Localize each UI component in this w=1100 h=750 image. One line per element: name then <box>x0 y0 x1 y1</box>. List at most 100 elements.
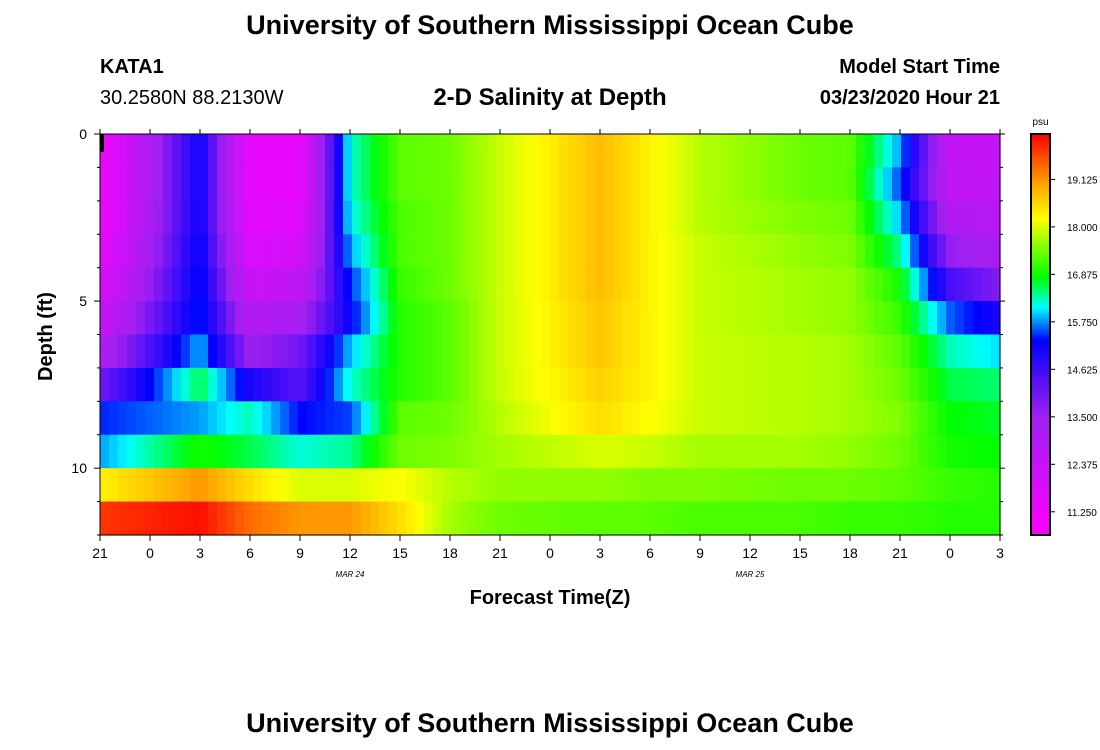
heatmap-cell <box>199 267 209 302</box>
heatmap-cell <box>955 334 965 369</box>
heatmap-cell <box>244 234 254 269</box>
heatmap-cell <box>469 234 479 269</box>
heatmap-cell <box>298 468 308 503</box>
heatmap-cell <box>775 334 785 369</box>
heatmap-cell <box>460 434 470 469</box>
heatmap-cell <box>271 501 281 536</box>
heatmap-cell <box>343 434 353 469</box>
heatmap-cell <box>163 234 173 269</box>
heatmap-cell <box>262 468 272 503</box>
heatmap-cell <box>811 267 821 302</box>
heatmap-cell <box>694 501 704 536</box>
heatmap-cell <box>856 334 866 369</box>
heatmap-cell <box>685 301 695 336</box>
heatmap-cell <box>217 200 227 235</box>
heatmap-cell <box>514 167 524 202</box>
heatmap-cell <box>973 301 983 336</box>
heatmap-cell <box>901 401 911 436</box>
heatmap-cell <box>424 367 434 402</box>
heatmap-cell <box>937 468 947 503</box>
heatmap-cell <box>829 434 839 469</box>
heatmap-cell <box>919 167 929 202</box>
heatmap-cell <box>631 200 641 235</box>
heatmap-cell <box>685 468 695 503</box>
heatmap-cell <box>208 200 218 235</box>
heatmap-cell <box>118 334 128 369</box>
heatmap-cell <box>964 501 974 536</box>
heatmap-cell <box>550 367 560 402</box>
heatmap-cell <box>118 501 128 536</box>
heatmap-cell <box>865 167 875 202</box>
heatmap-cell <box>343 134 353 169</box>
heatmap-cell <box>775 234 785 269</box>
heatmap-cell <box>217 167 227 202</box>
heatmap-cell <box>721 301 731 336</box>
heatmap-cell <box>856 301 866 336</box>
heatmap-cell <box>118 134 128 169</box>
heatmap-cell <box>433 200 443 235</box>
heatmap-cell <box>874 468 884 503</box>
heatmap-cell <box>604 167 614 202</box>
heatmap-cell <box>505 401 515 436</box>
heatmap-cell <box>523 234 533 269</box>
date-label: MAR 24 <box>336 570 365 579</box>
heatmap-cell <box>325 200 335 235</box>
heatmap-cell <box>262 234 272 269</box>
colorbar-tick-label: 14.625 <box>1067 365 1098 376</box>
heatmap-cell <box>199 401 209 436</box>
heatmap-cell <box>874 334 884 369</box>
heatmap-cell <box>919 134 929 169</box>
heatmap-cell <box>847 200 857 235</box>
heatmap-cell <box>109 501 119 536</box>
heatmap-cell <box>406 134 416 169</box>
y-axis: 0 5 10 <box>71 126 1005 536</box>
heatmap-cell <box>388 334 398 369</box>
colorbar-tick-label: 12.375 <box>1067 460 1098 471</box>
heatmap-cell <box>253 134 263 169</box>
heatmap-cell <box>649 234 659 269</box>
heatmap-cell <box>145 367 155 402</box>
heatmap-cell <box>181 367 191 402</box>
colorbar-tick-label: 11.250 <box>1067 508 1097 519</box>
heatmap-cell <box>388 234 398 269</box>
heatmap-cell <box>694 334 704 369</box>
heatmap-cell <box>676 134 686 169</box>
heatmap-cell <box>298 401 308 436</box>
heatmap-cell <box>109 334 119 369</box>
heatmap-cell <box>946 200 956 235</box>
heatmap-cell <box>190 468 200 503</box>
heatmap-cell <box>100 167 110 202</box>
heatmap-cell <box>811 434 821 469</box>
heatmap-cell <box>721 267 731 302</box>
heatmap-cell <box>469 267 479 302</box>
heatmap-cell <box>352 434 362 469</box>
heatmap-cell <box>649 267 659 302</box>
heatmap-cell <box>397 334 407 369</box>
heatmap-cell <box>613 301 623 336</box>
heatmap-cell <box>406 334 416 369</box>
heatmap-cell <box>469 134 479 169</box>
heatmap-cell <box>595 234 605 269</box>
heatmap-cell <box>505 434 515 469</box>
heatmap-cell <box>415 134 425 169</box>
heatmap-cell <box>280 167 290 202</box>
heatmap-cell <box>154 301 164 336</box>
colorbar-unit: psu <box>1032 117 1048 128</box>
heatmap-cell <box>172 334 182 369</box>
heatmap-cell <box>109 367 119 402</box>
heatmap-cell <box>775 367 785 402</box>
heatmap-cell <box>964 401 974 436</box>
heatmap-cell <box>163 301 173 336</box>
heatmap-cell <box>676 367 686 402</box>
heatmap-cell <box>352 468 362 503</box>
y-tick-label: 5 <box>79 293 87 309</box>
heatmap-cell <box>622 501 632 536</box>
heatmap-cell <box>739 234 749 269</box>
heatmap-cell <box>811 501 821 536</box>
heatmap-cell <box>487 468 497 503</box>
heatmap-cells <box>100 134 1001 536</box>
heatmap-cell <box>712 401 722 436</box>
x-tick-label: 3 <box>996 545 1004 561</box>
heatmap-cell <box>334 334 344 369</box>
heatmap-cell <box>352 334 362 369</box>
